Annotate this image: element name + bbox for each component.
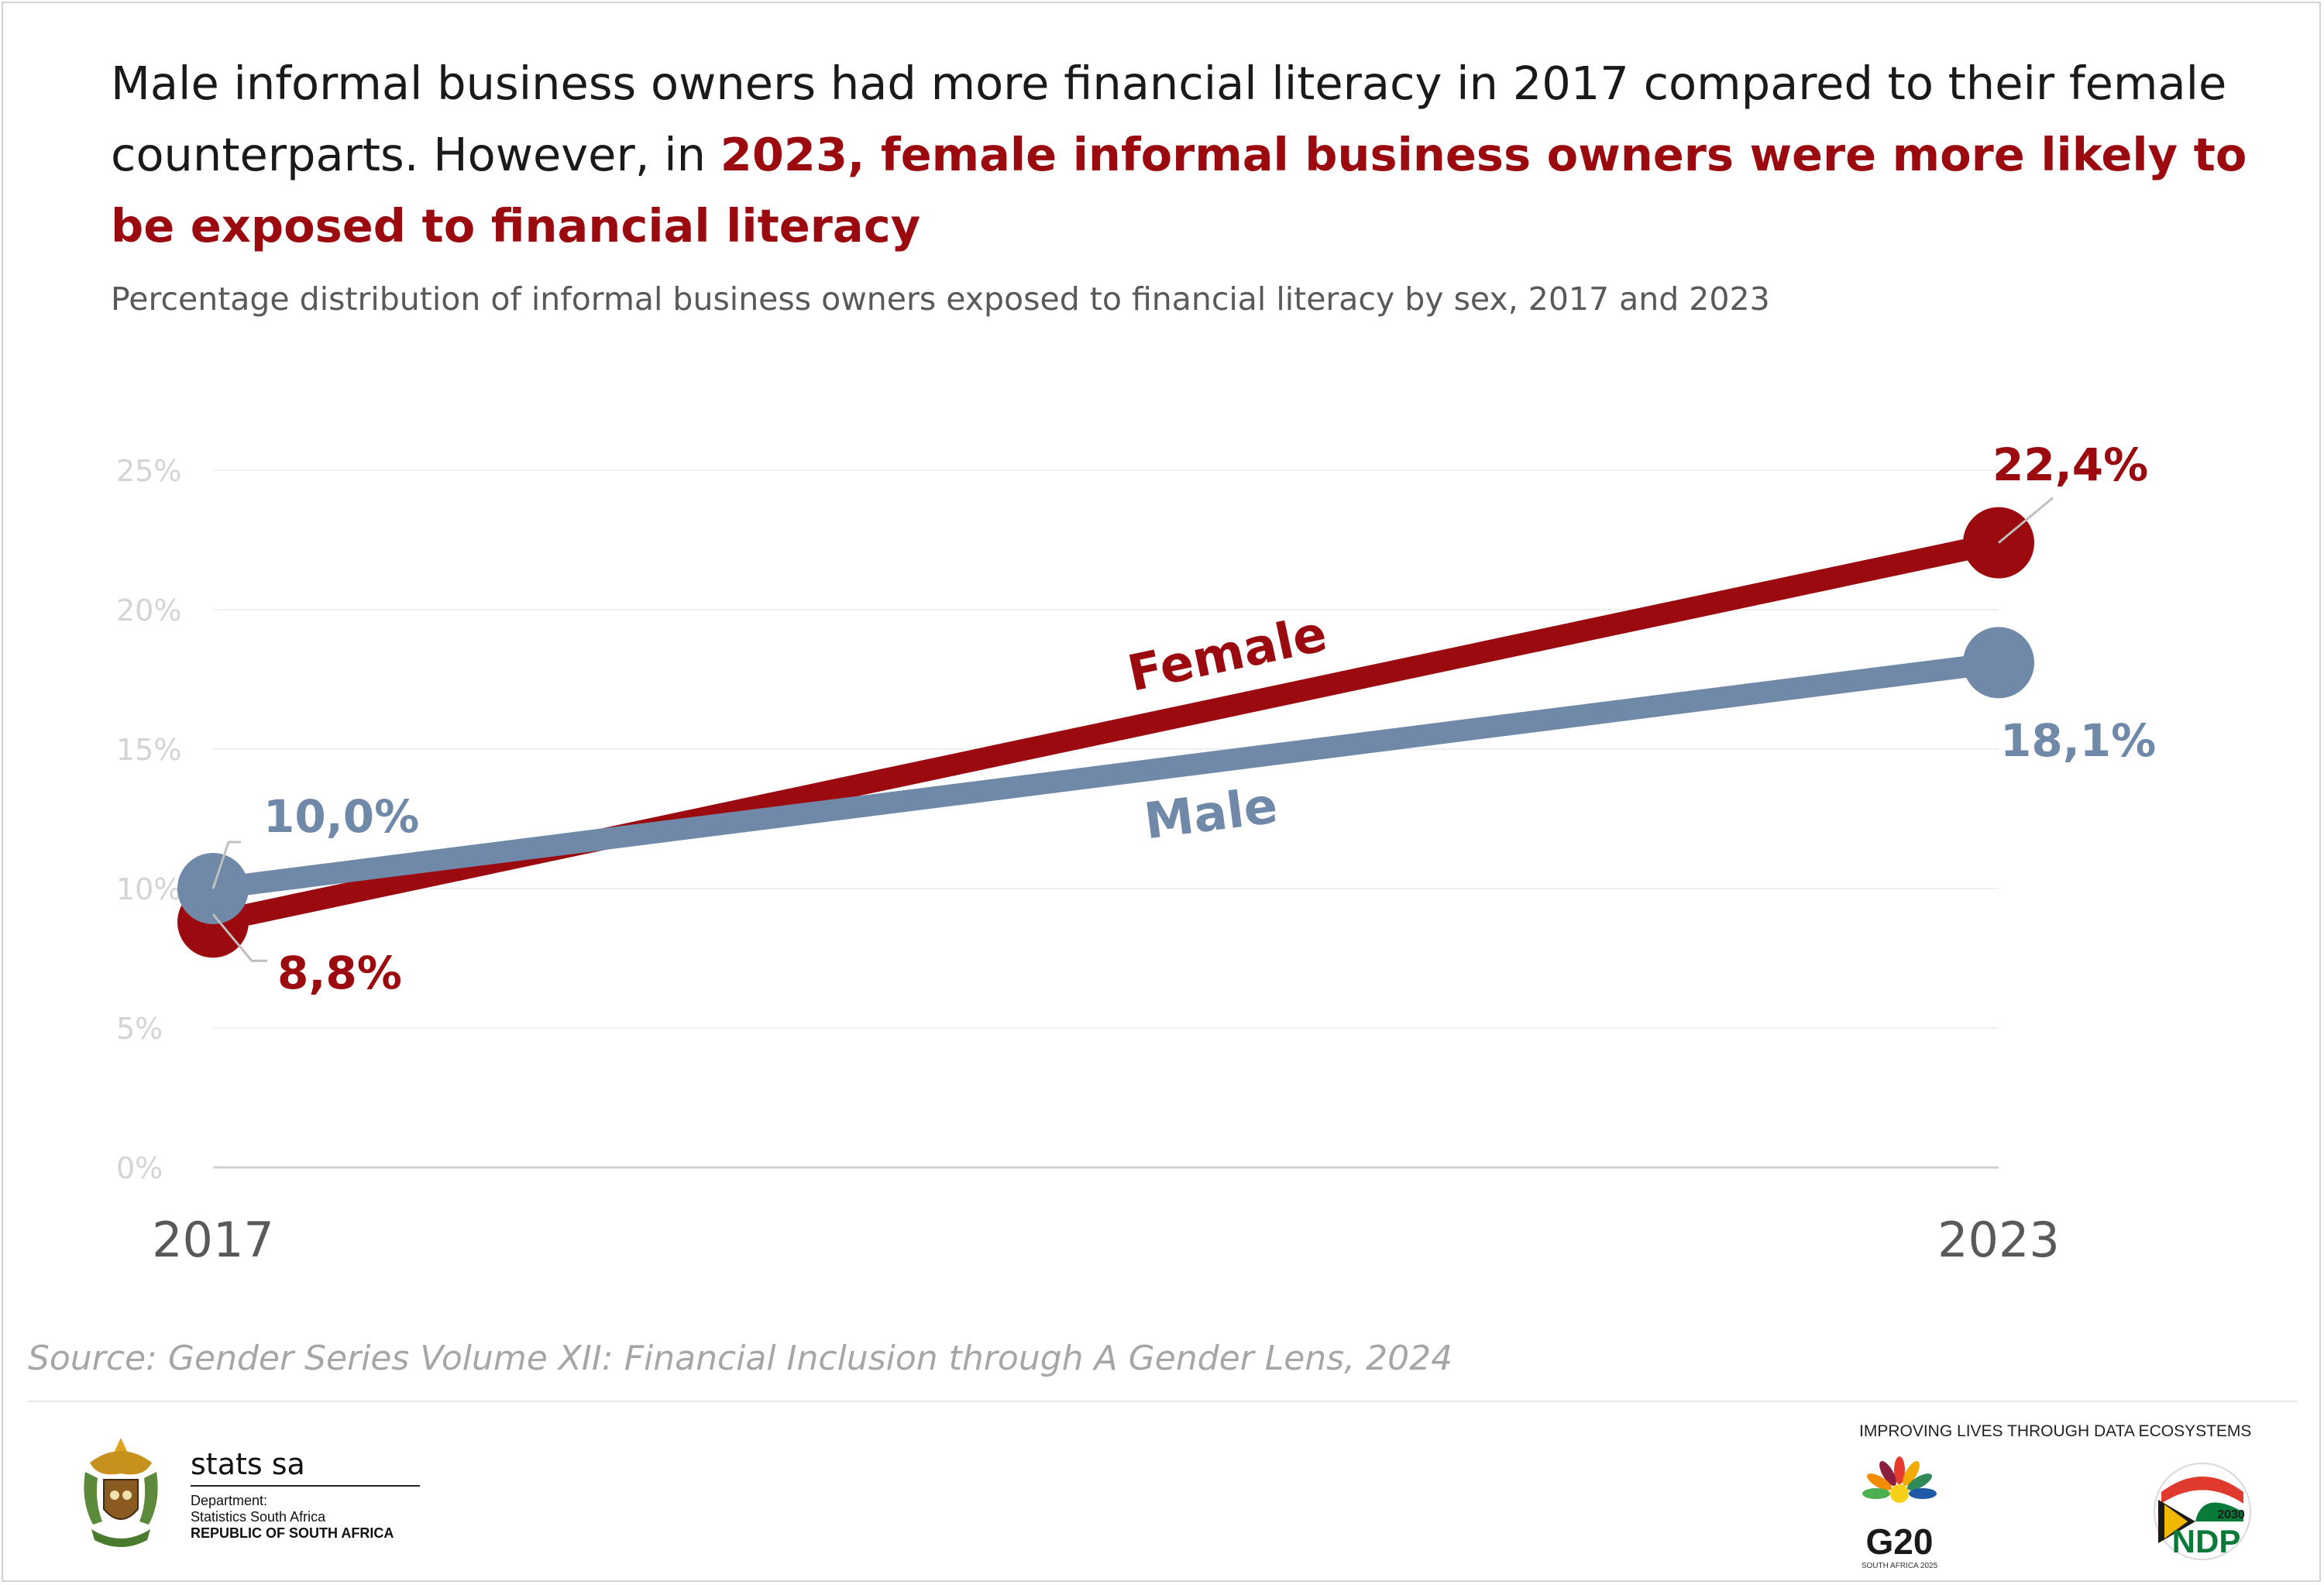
y-tick-label: 0%	[116, 1151, 163, 1185]
org-name-underline	[191, 1485, 420, 1487]
coat-of-arms-icon	[84, 1438, 158, 1547]
leader-line	[211, 913, 267, 962]
y-tick-label: 15%	[116, 733, 181, 767]
data-point-male	[1963, 627, 2034, 699]
org-department: Department: Statistics South Africa REPU…	[191, 1493, 394, 1542]
data-label-male: 18,1%	[2000, 714, 2156, 767]
series-line-male	[202, 652, 2009, 899]
ndp-year: 2030	[2217, 1508, 2245, 1521]
y-tick-label: 25%	[116, 454, 181, 488]
y-tick-label: 5%	[116, 1012, 163, 1046]
g20-logo-icon: G20 SOUTH AFRICA 2025	[1862, 1456, 1938, 1570]
data-label-female: 22,4%	[1992, 438, 2148, 491]
y-tick-label: 10%	[116, 872, 181, 906]
headline-highlight: 2023, female informal business owners we…	[111, 128, 2247, 253]
headline: Male informal business owners had more f…	[111, 48, 2264, 262]
g20-text: G20	[1866, 1521, 1934, 1562]
y-tick-label: 20%	[116, 593, 181, 627]
x-axis: 2017 2023	[152, 1212, 2060, 1268]
x-tick-label: 2023	[1937, 1212, 2060, 1268]
line-chart: 0%5%10%15%20%25% 2017 2023 FemaleMale10,0…	[116, 438, 2156, 1268]
dept-line-2: Statistics South Africa	[191, 1509, 326, 1525]
source-note: Source: Gender Series Volume XII: Financ…	[28, 1339, 1453, 1378]
headline-text: Male informal business owners had more f…	[111, 57, 2227, 181]
series-label-male: Male	[1141, 777, 1281, 851]
y-axis: 0% 5% 10% 15% 20% 25%	[116, 454, 181, 1185]
tagline: IMPROVING LIVES THROUGH DATA ECOSYSTEMS	[1859, 1422, 2252, 1440]
country-name: REPUBLIC OF SOUTH AFRICA	[191, 1525, 394, 1541]
ndp-logo-icon: 2030 NDP	[2154, 1463, 2251, 1560]
data-label-female: 8,8%	[277, 947, 402, 999]
leader-line	[1998, 497, 2054, 544]
chart-subtitle: Percentage distribution of informal busi…	[111, 280, 1770, 318]
dept-line-1: Department:	[191, 1493, 268, 1508]
org-name: stats sa	[191, 1447, 305, 1481]
g20-subtext: SOUTH AFRICA 2025	[1862, 1562, 1938, 1570]
data-label-male: 10,0%	[263, 790, 419, 843]
ndp-text: NDP	[2172, 1523, 2241, 1559]
chart-series	[177, 507, 2034, 958]
footer-divider	[28, 1401, 2298, 1402]
chart-gridlines	[213, 469, 1999, 1169]
leader-line	[211, 841, 241, 889]
x-tick-label: 2017	[152, 1212, 274, 1268]
